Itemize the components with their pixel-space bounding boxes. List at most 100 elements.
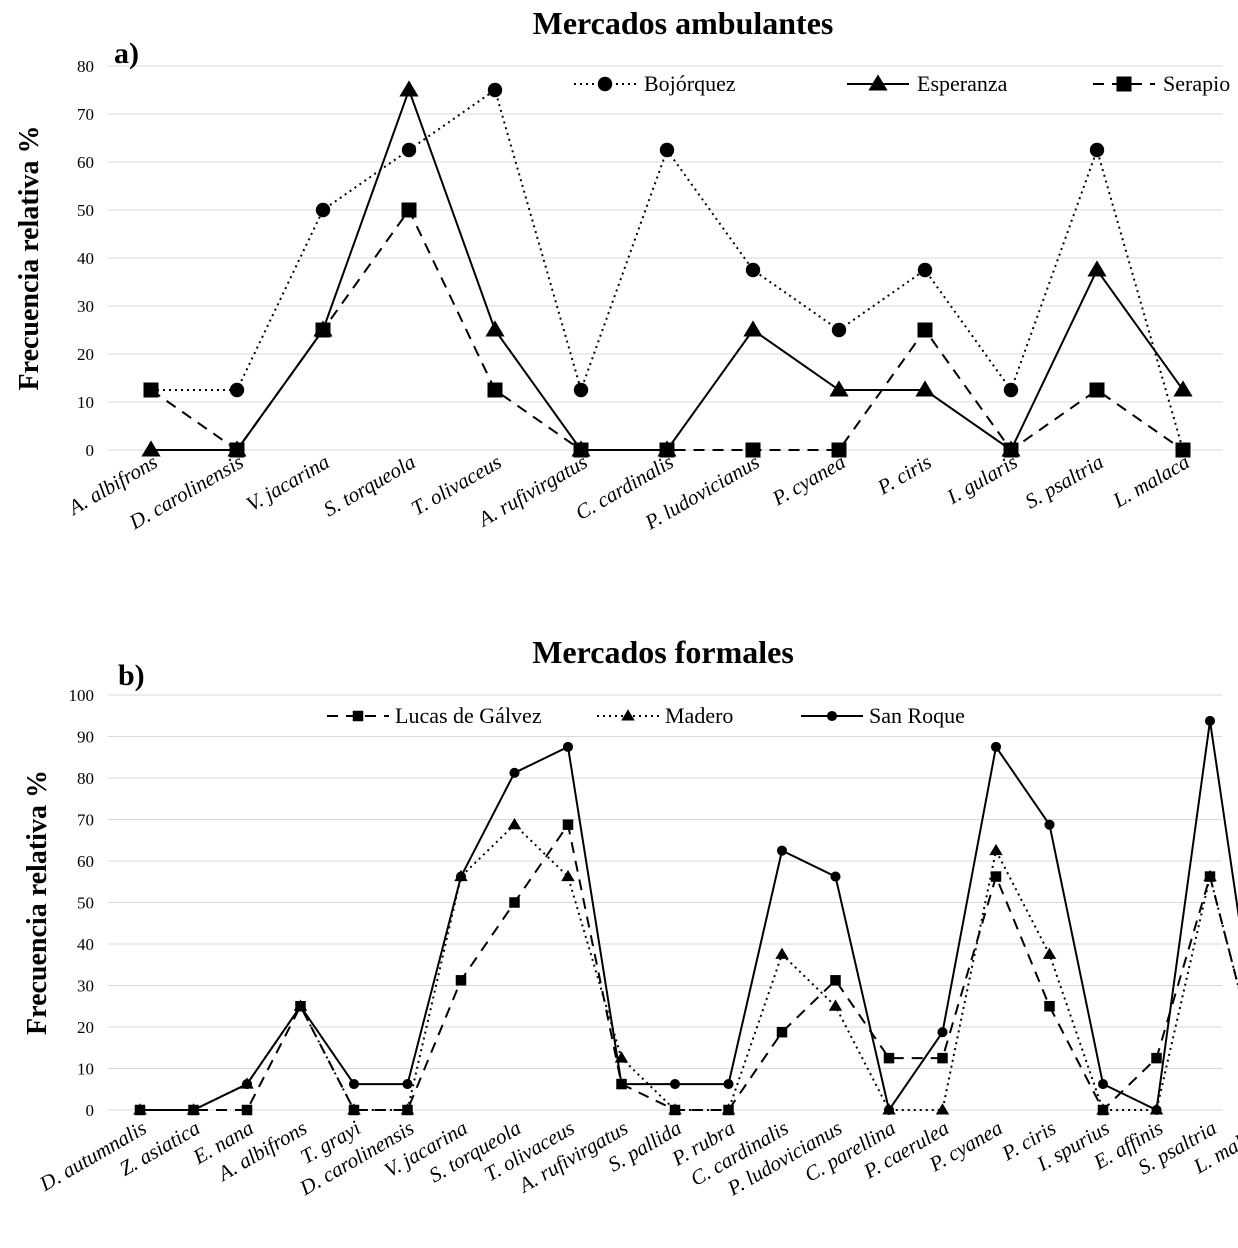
data-point xyxy=(487,82,503,98)
y-tick-label: 10 xyxy=(77,393,94,412)
y-tick-label: 40 xyxy=(77,249,94,268)
data-point xyxy=(745,442,761,458)
y-tick-label: 60 xyxy=(77,153,94,172)
data-point xyxy=(229,442,245,458)
chart-title: Mercados ambulantes xyxy=(533,5,834,41)
data-point xyxy=(1097,1079,1109,1090)
data-point xyxy=(1003,382,1019,398)
data-point xyxy=(487,382,503,398)
y-tick-label: 0 xyxy=(86,1101,95,1120)
legend-marker xyxy=(597,76,613,92)
data-point xyxy=(455,871,467,882)
legend-label: Esperanza xyxy=(917,71,1008,96)
data-point xyxy=(485,320,505,337)
data-point xyxy=(1204,715,1216,726)
data-point xyxy=(743,320,763,337)
y-tick-label: 80 xyxy=(77,57,94,76)
data-point xyxy=(917,262,933,278)
data-point xyxy=(1173,380,1193,397)
chart-title: Mercados formales xyxy=(532,634,794,670)
y-tick-label: 50 xyxy=(77,201,94,220)
data-point xyxy=(990,741,1002,752)
data-point xyxy=(831,442,847,458)
data-point xyxy=(401,142,417,158)
data-point xyxy=(509,897,520,908)
data-point xyxy=(937,1027,948,1038)
y-tick-label: 70 xyxy=(77,105,94,124)
data-point xyxy=(509,767,520,778)
data-point xyxy=(562,741,574,752)
x-tick-label: V. jacarina xyxy=(242,450,333,517)
y-tick-label: 100 xyxy=(69,686,95,705)
data-point xyxy=(455,975,467,986)
chart-panel-2: 0 10 20 30 40 50 60 70 80 90 100 Mercados formales b… xyxy=(22,634,1238,1201)
y-axis-label: Frecuencia relativa % xyxy=(14,126,45,391)
x-tick-label: P. cyanea xyxy=(767,450,849,511)
data-point xyxy=(1203,869,1217,882)
data-point xyxy=(723,1079,734,1090)
data-point xyxy=(616,1079,627,1090)
data-point xyxy=(721,1103,736,1115)
series-line xyxy=(140,720,1238,1113)
y-tick-label: 80 xyxy=(77,769,94,788)
data-point xyxy=(402,1079,413,1090)
panel-label: b) xyxy=(118,659,145,692)
data-point xyxy=(669,1079,681,1090)
x-tick-label: L. malaca xyxy=(1108,450,1194,513)
series-madero xyxy=(133,817,1238,1115)
data-point xyxy=(348,1079,360,1090)
data-point xyxy=(776,1026,788,1038)
data-point xyxy=(134,1104,146,1116)
series-esperanza xyxy=(141,80,1193,457)
data-point xyxy=(831,322,847,338)
data-point xyxy=(241,1104,253,1116)
data-point xyxy=(241,1079,253,1090)
data-point xyxy=(562,819,574,830)
data-point xyxy=(745,262,761,278)
data-point xyxy=(1151,1104,1162,1116)
data-point xyxy=(573,442,589,458)
data-point xyxy=(659,442,675,458)
data-point xyxy=(1089,382,1105,398)
legend-label: Bojórquez xyxy=(644,71,736,96)
x-tick-label: I. gularis xyxy=(942,450,1022,510)
data-point xyxy=(830,871,841,882)
data-point xyxy=(668,1103,682,1115)
data-point xyxy=(830,975,841,986)
y-tick-label: 90 xyxy=(77,728,94,747)
y-tick-label: 50 xyxy=(77,894,94,913)
series-san-roque xyxy=(134,715,1238,1116)
data-point xyxy=(399,80,419,97)
data-point xyxy=(400,1103,415,1115)
y-tick-label: 0 xyxy=(86,441,95,460)
series-line xyxy=(140,823,1238,1111)
data-point xyxy=(315,202,331,218)
data-point xyxy=(229,382,245,398)
data-point xyxy=(507,817,522,830)
legend: Bojórquez Esperanza Serapio xyxy=(574,71,1230,96)
data-point xyxy=(883,1104,895,1116)
x-tick-label: S. torqueola xyxy=(319,450,419,522)
x-tick-label: S. psaltria xyxy=(1021,450,1108,514)
x-tick-label: P. ciris xyxy=(872,450,935,500)
data-point xyxy=(829,380,849,397)
y-tick-label: 70 xyxy=(77,811,94,830)
data-point xyxy=(1175,442,1191,458)
data-point xyxy=(917,322,933,338)
legend-marker xyxy=(1116,76,1132,92)
legend-label: Lucas de Gálvez xyxy=(395,703,542,728)
legend-marker xyxy=(621,709,635,721)
y-tick-label: 60 xyxy=(77,852,94,871)
data-point xyxy=(1087,260,1107,277)
y-tick-label: 20 xyxy=(77,1018,94,1037)
y-tick-label: 30 xyxy=(77,977,94,996)
data-point xyxy=(143,382,159,398)
data-point xyxy=(883,1052,895,1064)
series-serapio xyxy=(143,202,1191,458)
y-tick-label: 30 xyxy=(77,297,94,316)
legend-label: Serapio xyxy=(1163,71,1230,96)
data-point xyxy=(315,322,331,338)
chart-panel-1: 0 10 20 30 40 50 60 70 80 Mercados ambulantes a) Fr… xyxy=(14,5,1230,535)
data-point xyxy=(989,843,1003,856)
series-line xyxy=(140,822,1238,1112)
